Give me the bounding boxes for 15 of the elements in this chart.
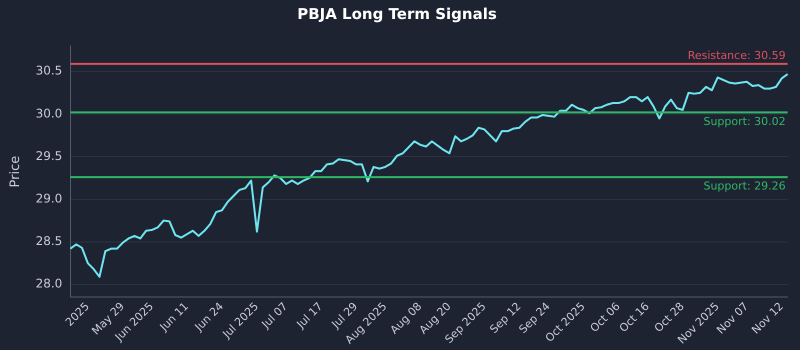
y-tick-label: 28.0 xyxy=(36,276,62,291)
ref-line-label: Support: 29.26 xyxy=(703,180,786,192)
x-tick-label: Jul 07 xyxy=(258,300,290,332)
ref-line-label: Resistance: 30.59 xyxy=(688,49,786,62)
y-tick-label: 29.5 xyxy=(36,148,62,163)
y-tick-label: 30.0 xyxy=(36,106,62,120)
x-tick-label: Nov 12 xyxy=(749,300,786,337)
y-tick-label: 29.0 xyxy=(36,191,62,206)
ref-line-label: Support: 30.02 xyxy=(703,114,786,128)
y-tick-label: 30.5 xyxy=(36,64,62,78)
y-tick-label: 28.5 xyxy=(36,234,62,248)
chart-title: PBJA Long Term Signals xyxy=(297,4,497,23)
x-tick-label: Jun 11 xyxy=(156,300,192,334)
y-axis-title: Price xyxy=(8,156,24,188)
x-tick-label: Jul 17 xyxy=(294,300,326,332)
